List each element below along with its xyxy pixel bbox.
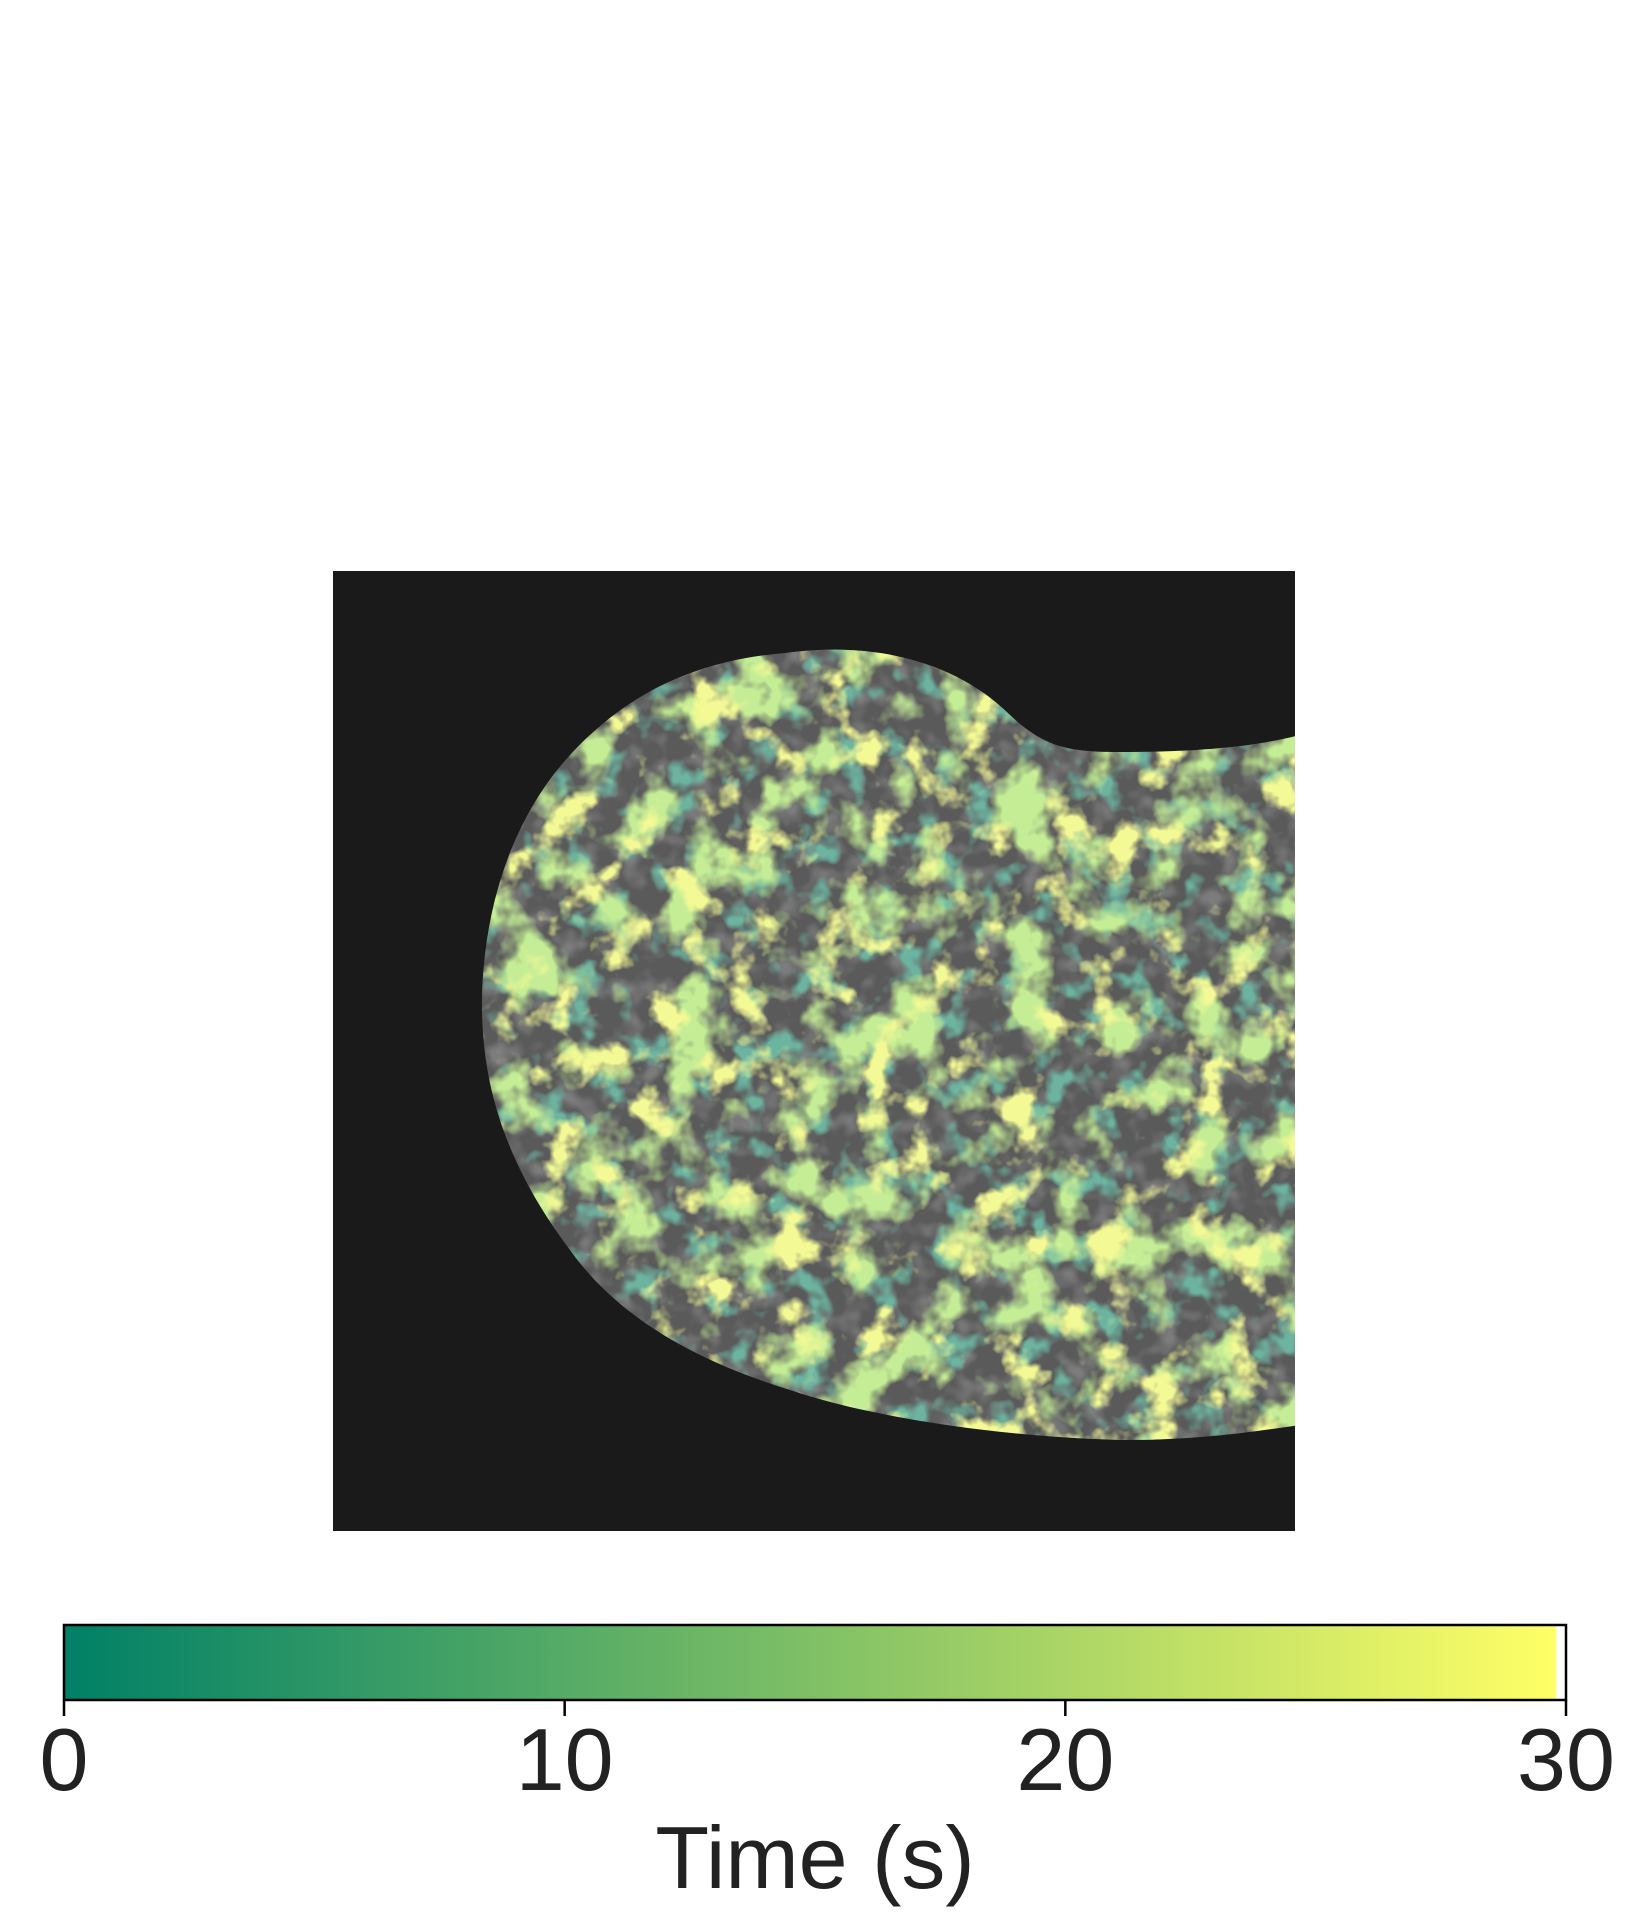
colorbar-tick-label: 30 [1517, 1710, 1615, 1809]
colorbar: 0 10 20 30 Time (s) [40, 1623, 1615, 1907]
colorbar-tick-label: 0 [40, 1710, 89, 1809]
colorbar-tick-label: 10 [516, 1710, 614, 1809]
colorbar-tick-label: 20 [1016, 1710, 1114, 1809]
colorbar-gradient [62, 1623, 1568, 1702]
colorbar-label: Time (s) [655, 1808, 974, 1907]
colorbar-ticks: 0 10 20 30 [40, 1700, 1615, 1809]
image-panel [333, 571, 1295, 1531]
